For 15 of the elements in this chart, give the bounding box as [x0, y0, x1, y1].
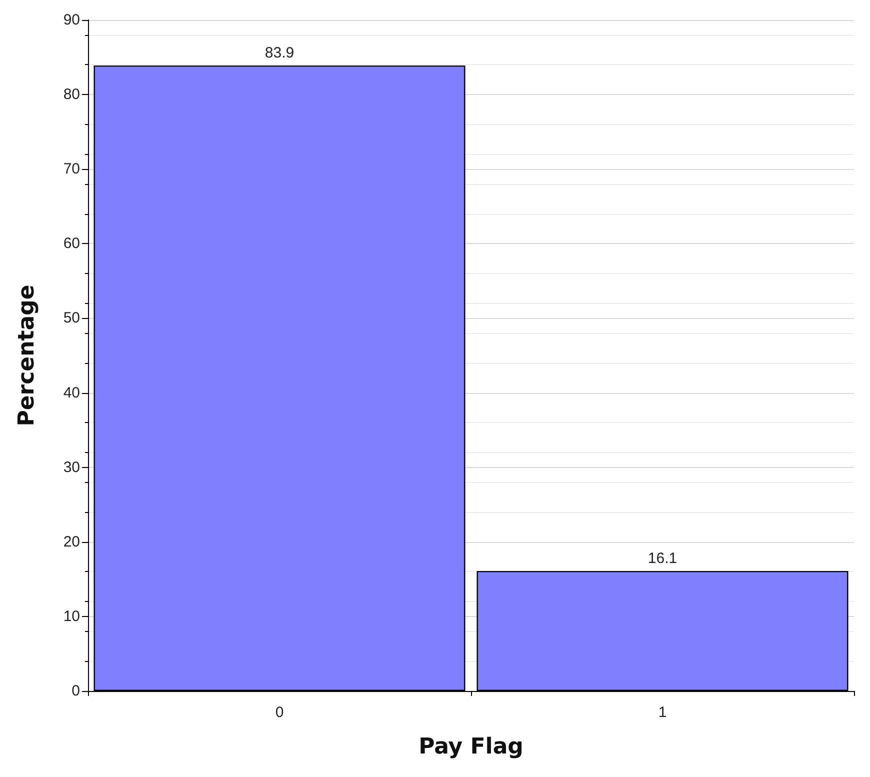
y-tick-label: 30	[63, 458, 80, 476]
y-axis-title: Percentage	[14, 284, 40, 426]
y-tick-label: 0	[72, 682, 80, 700]
y-tick-label: 10	[63, 608, 80, 625]
y-tick-label: 80	[63, 86, 80, 104]
y-tick-label: 20	[63, 533, 80, 550]
x-tick-label: 1	[658, 704, 667, 721]
y-tick-label: 90	[63, 12, 80, 28]
data-label: 83.9	[264, 44, 294, 62]
y-tick-label: 40	[63, 384, 80, 402]
y-tick-label: 70	[63, 160, 80, 178]
y-tick-label: 50	[63, 310, 80, 327]
data-label: 16.1	[648, 550, 678, 567]
x-axis-title: Pay Flag	[418, 734, 524, 760]
y-tick-label: 60	[63, 235, 80, 252]
